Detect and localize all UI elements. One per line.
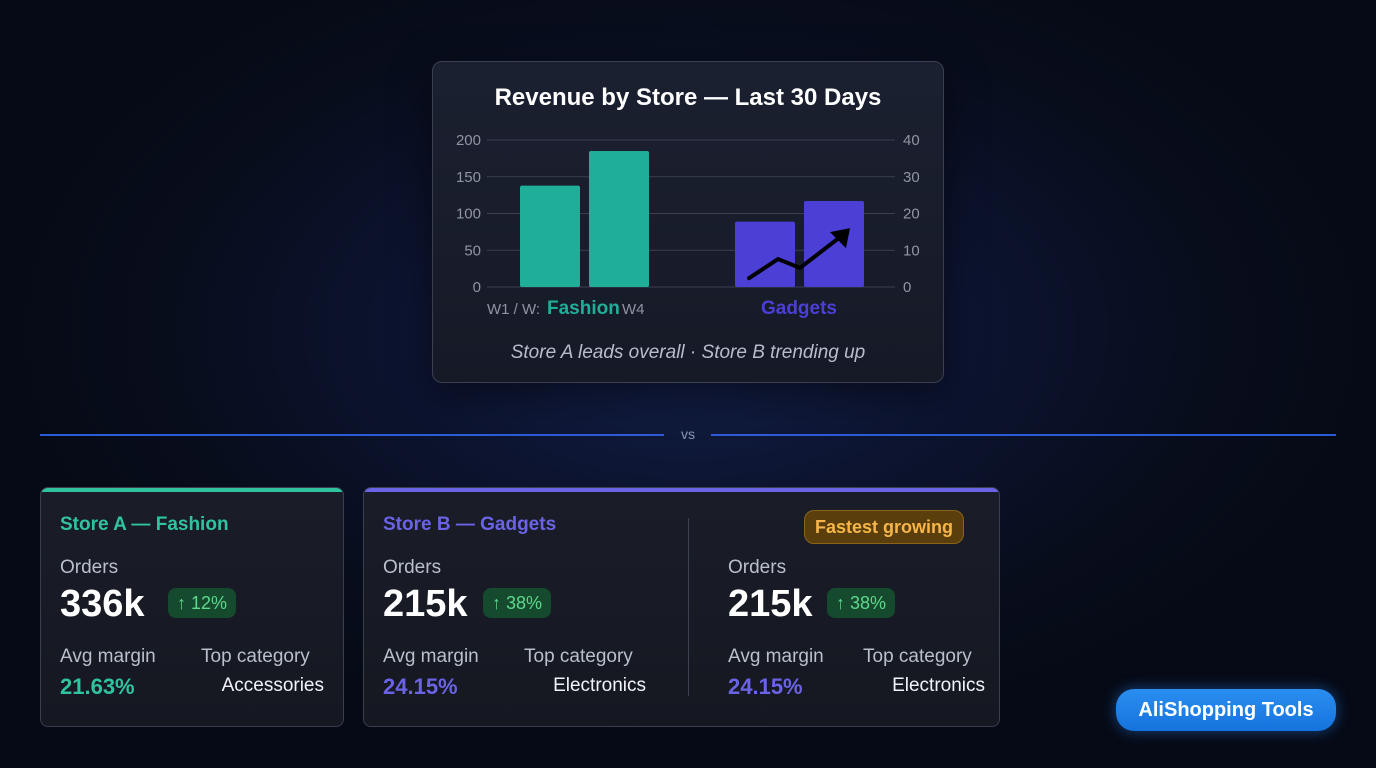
orders-label: Orders — [60, 557, 119, 578]
store-a-card: Store A — Fashion Orders 336k ↑ 12% Avg … — [40, 487, 344, 727]
store-b-accent-bar — [364, 488, 999, 492]
bar-fashion — [520, 185, 580, 287]
trend-arrow-line — [747, 232, 846, 281]
alishopping-tools-button[interactable]: AliShopping Tools — [1116, 689, 1336, 731]
y-tick-label-right: 30 — [903, 169, 920, 186]
revenue-chart-card: Revenue by Store — Last 30 Days 200 40 150… — [432, 61, 944, 383]
y-tick-label-left: 200 — [456, 132, 481, 149]
store-b-title: Store B — Gadgets — [383, 514, 557, 535]
orders-label: Orders — [728, 557, 787, 578]
chart-title: Revenue by Store — Last 30 Days — [494, 84, 882, 111]
y-tick-label-right: 0 — [903, 279, 911, 296]
store-b-card: Store B — Gadgets Fastest growing Orders… — [363, 487, 1000, 727]
x-sub-label: W4 — [622, 301, 645, 318]
top-category-label: Top category — [524, 646, 633, 667]
avg-margin-value: 21.63% — [60, 674, 135, 699]
bar-gadgets — [735, 221, 795, 287]
avg-margin-label: Avg margin — [383, 646, 479, 667]
orders-value: 336k — [60, 583, 145, 625]
y-tick-label-right: 20 — [903, 206, 920, 223]
avg-margin-value: 24.15% — [728, 674, 803, 699]
x-sub-label: W1 / W: — [487, 301, 540, 318]
store-a-accent-bar — [41, 488, 343, 492]
y-tick-label-right: 40 — [903, 132, 920, 149]
orders-label: Orders — [383, 557, 442, 578]
orders-change-badge: ↑ 38% — [483, 588, 552, 618]
top-category-value: Electronics — [892, 675, 985, 696]
orders-change-badge: ↑ 12% — [168, 588, 237, 618]
top-category-label: Top category — [863, 646, 972, 667]
bar-fashion — [589, 151, 649, 287]
top-category-label: Top category — [201, 646, 310, 667]
divider-line-right — [711, 434, 1336, 436]
fastest-growing-badge: Fastest growing — [804, 510, 965, 544]
top-category-value: Electronics — [553, 675, 646, 696]
avg-margin-label: Avg margin — [60, 646, 156, 667]
vs-label: vs — [681, 426, 695, 442]
trend-arrow-head — [830, 228, 850, 249]
orders-value: 215k — [383, 583, 468, 625]
orders-change-badge: ↑ 38% — [827, 588, 896, 618]
avg-margin-label: Avg margin — [728, 646, 824, 667]
y-tick-label-left: 0 — [473, 279, 481, 296]
y-tick-label-left: 150 — [456, 169, 481, 186]
store-a-title: Store A — Fashion — [60, 514, 229, 535]
y-tick-label-right: 10 — [903, 242, 920, 259]
orders-value: 215k — [728, 583, 813, 625]
y-tick-label-left: 100 — [456, 206, 481, 223]
avg-margin-value: 24.15% — [383, 674, 458, 699]
top-category-value: Accessories — [221, 675, 324, 696]
x-category-label-fashion: Fashion — [547, 298, 620, 319]
column-separator — [688, 518, 689, 696]
chart-caption: Store A leads overall · Store B trending… — [510, 342, 866, 363]
x-category-label-gadgets: Gadgets — [761, 298, 837, 319]
y-tick-label-left: 50 — [464, 242, 481, 259]
divider-line-left — [40, 434, 664, 436]
